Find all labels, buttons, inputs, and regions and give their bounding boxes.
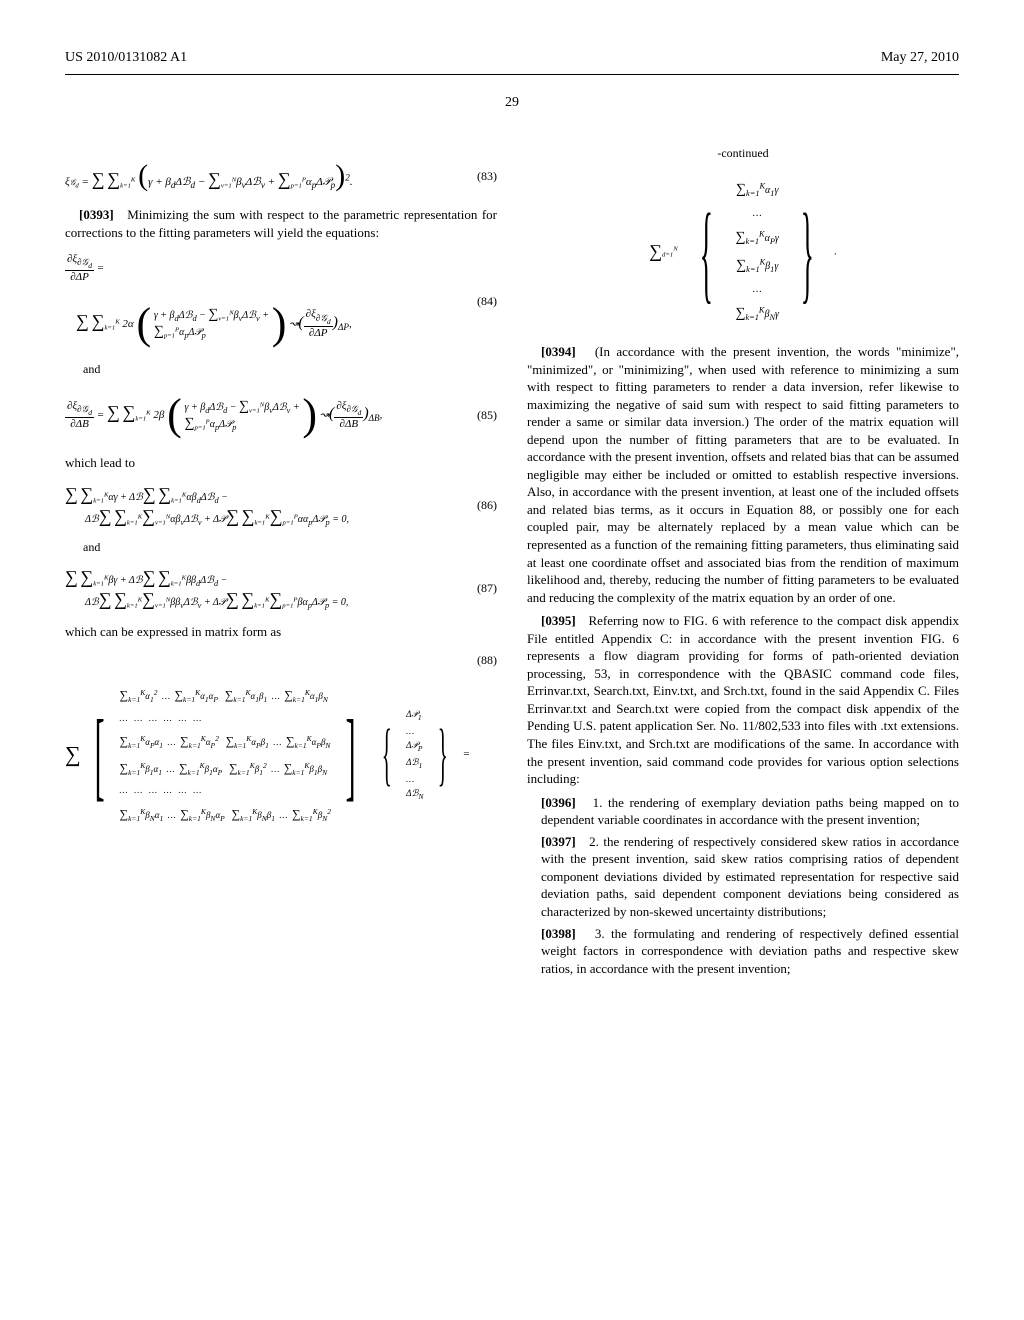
eq-label-85: (85) <box>467 408 497 423</box>
equation-86: ∑ ∑k=1Kαγ + Δℬ∑ ∑k=1KαβdΔℬd − Δℬ∑ ∑k=1K∑… <box>65 484 497 528</box>
item-text-0398: 3. the formulating and rendering of resp… <box>541 926 959 976</box>
eq-label-84: (84) <box>467 294 497 309</box>
item-text-0397: 2. the rendering of respectively conside… <box>541 834 959 919</box>
list-item-0397: [0397] 2. the rendering of respectively … <box>541 833 959 921</box>
eq-label-86: (86) <box>467 498 497 513</box>
and-2: and <box>83 540 497 555</box>
para-num-0394: [0394] <box>541 344 576 359</box>
publication-date: May 27, 2010 <box>881 50 959 66</box>
continued-label: -continued <box>527 146 959 161</box>
publication-number: US 2010/0131082 A1 <box>65 50 187 66</box>
lead-to: which lead to <box>65 454 497 472</box>
header-rule <box>65 74 959 75</box>
para-num-0395: [0395] <box>541 613 576 628</box>
left-column: ξ𝒢d = ∑ ∑k=1K (γ + βdΔℬd − ∑ν=1NβνΔℬν + … <box>65 146 497 981</box>
two-column-layout: ξ𝒢d = ∑ ∑k=1K (γ + βdΔℬd − ∑ν=1NβνΔℬν + … <box>65 146 959 981</box>
eq-label-88: (88) <box>467 653 497 667</box>
right-column: -continued ∑d=1N { ∑k=1Kα1γ … ∑k=1KαPγ ∑… <box>527 146 959 981</box>
matrix-lead: which can be expressed in matrix form as <box>65 623 497 641</box>
equation-84: ∂ξ∂𝒢d∂ΔP = ∑ ∑k=1K 2α ( γ + βdΔℬd − ∑ν=1… <box>65 253 497 350</box>
para-text-0395: Referring now to FIG. 6 with reference t… <box>527 613 959 786</box>
para-num-0398: [0398] <box>541 926 576 941</box>
para-num-0397: [0397] <box>541 834 576 849</box>
eq-label-83: (83) <box>467 169 497 184</box>
para-num-0393: [0393] <box>79 207 114 222</box>
page-header: US 2010/0131082 A1 May 27, 2010 <box>65 50 959 66</box>
list-item-0396: [0396] 1. the rendering of exemplary dev… <box>541 794 959 829</box>
para-text-0393: Minimizing the sum with respect to the p… <box>65 207 497 240</box>
equation-85: ∂ξ∂𝒢d∂ΔB = ∑ ∑k=1K 2β ( γ + βdΔℬd − ∑ν=1… <box>65 389 497 442</box>
item-text-0396: 1. the rendering of exemplary deviation … <box>541 795 959 828</box>
and-1: and <box>83 362 497 377</box>
para-0393: [0393] Minimizing the sum with respect t… <box>65 206 497 241</box>
eq-label-87: (87) <box>467 581 497 596</box>
para-0395: [0395] Referring now to FIG. 6 with refe… <box>527 612 959 787</box>
para-num-0396: [0396] <box>541 795 576 810</box>
rhs-vector: ∑d=1N { ∑k=1Kα1γ … ∑k=1KαPγ ∑k=1Kβ1γ … ∑… <box>527 176 959 328</box>
equation-88-matrix: ∑ [ ∑k=1Kα12 … ∑k=1Kα1αP ∑k=1Kα1β1 … ∑k=… <box>65 682 497 827</box>
para-0394: [0394] (In accordance with the present i… <box>527 343 959 606</box>
para-text-0394: (In accordance with the present inventio… <box>527 344 959 605</box>
list-item-0398: [0398] 3. the formulating and rendering … <box>541 925 959 978</box>
page-number: 29 <box>65 95 959 111</box>
equation-87: ∑ ∑k=1Kβγ + Δℬ∑ ∑k=1KββdΔℬd − Δℬ∑ ∑k=1K∑… <box>65 567 497 611</box>
equation-83: ξ𝒢d = ∑ ∑k=1K (γ + βdΔℬd − ∑ν=1NβνΔℬν + … <box>65 158 497 194</box>
